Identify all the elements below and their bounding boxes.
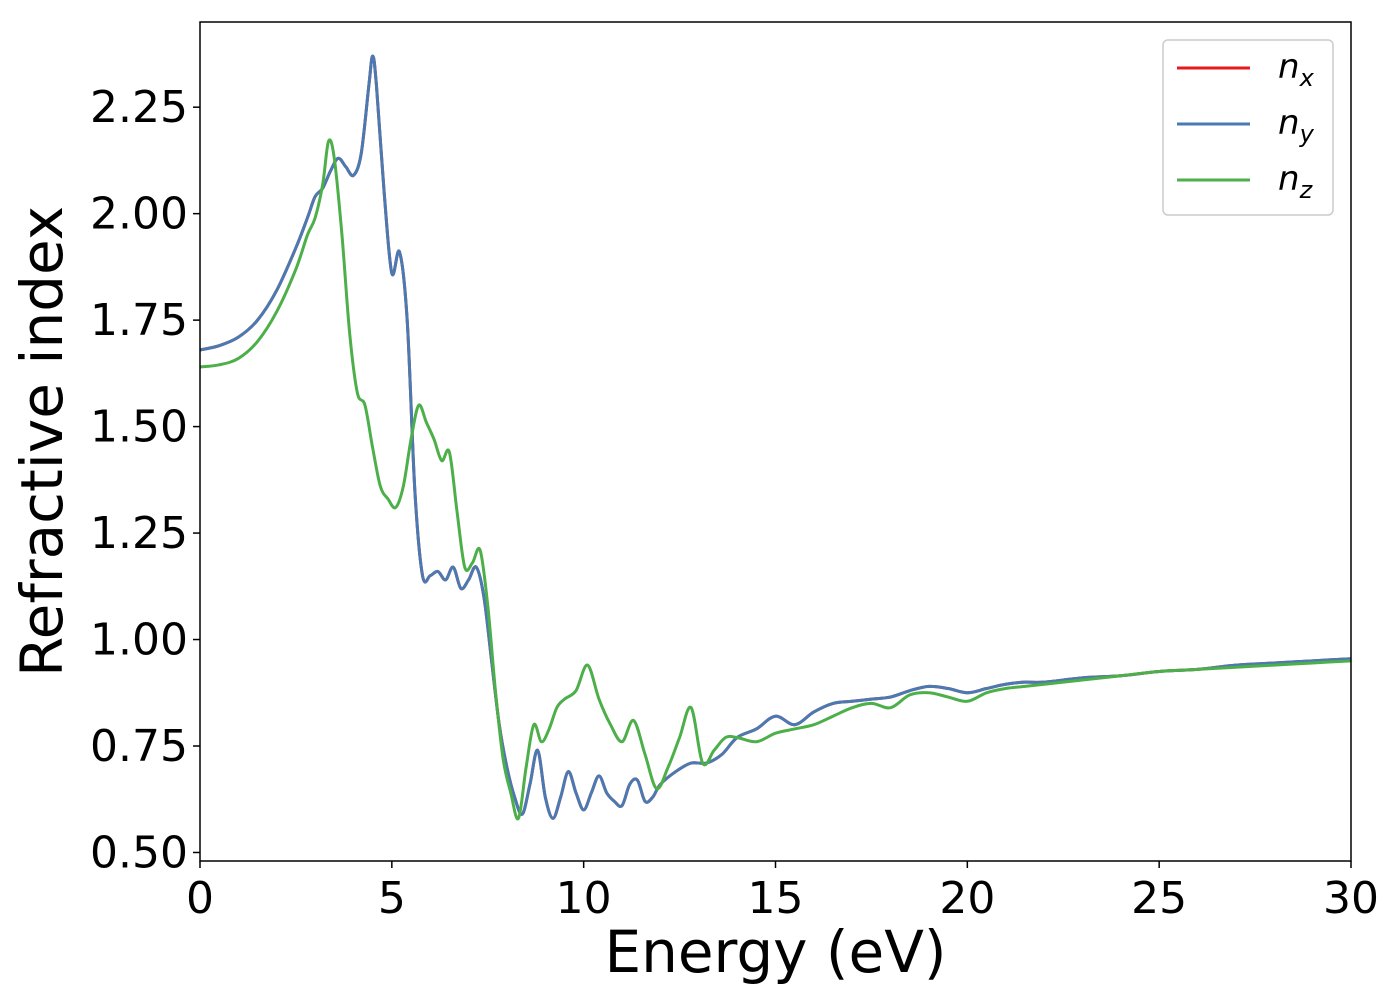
series-group (200, 54, 1351, 821)
y-tick-label: 1.50 (90, 402, 188, 453)
y-tick-label: 0.75 (90, 721, 188, 772)
x-axis-ticks: 0 5 10 15 20 25 30 (186, 861, 1379, 924)
y-tick-label: 2.00 (90, 189, 188, 240)
y-tick-label: 0.50 (90, 827, 188, 878)
x-tick-label: 0 (186, 873, 214, 924)
x-tick-label: 25 (1131, 873, 1187, 924)
legend-box (1162, 39, 1334, 216)
x-tick-label: 20 (939, 873, 995, 924)
legend-label-nx: nx (1278, 47, 1315, 92)
x-tick-label: 5 (378, 873, 406, 924)
y-axis-title: Refractive index (8, 206, 76, 677)
x-tick-label: 10 (556, 873, 612, 924)
y-tick-label: 2.25 (90, 82, 188, 133)
x-tick-label: 30 (1323, 873, 1379, 924)
y-tick-label: 1.00 (90, 615, 188, 666)
y-axis-ticks: 0.50 0.75 1.00 1.25 1.50 1.75 2.00 2.25 (90, 82, 200, 878)
legend-label-ny: ny (1278, 103, 1315, 148)
y-tick-label: 1.25 (90, 508, 188, 559)
series-line-nz (200, 138, 1351, 821)
legend: nx ny nz (1162, 39, 1334, 216)
series-line-ny (200, 54, 1351, 820)
x-axis-title: Energy (eV) (604, 918, 946, 986)
legend-label-nz: nz (1278, 159, 1314, 204)
x-tick-label: 15 (748, 873, 804, 924)
y-tick-label: 1.75 (90, 295, 188, 346)
